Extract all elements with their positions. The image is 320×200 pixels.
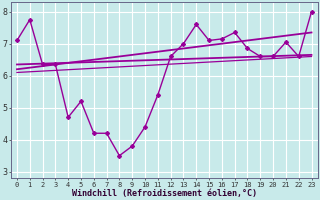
X-axis label: Windchill (Refroidissement éolien,°C): Windchill (Refroidissement éolien,°C) xyxy=(72,189,257,198)
